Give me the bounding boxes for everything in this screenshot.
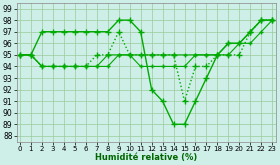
X-axis label: Humidité relative (%): Humidité relative (%) [95,153,197,162]
